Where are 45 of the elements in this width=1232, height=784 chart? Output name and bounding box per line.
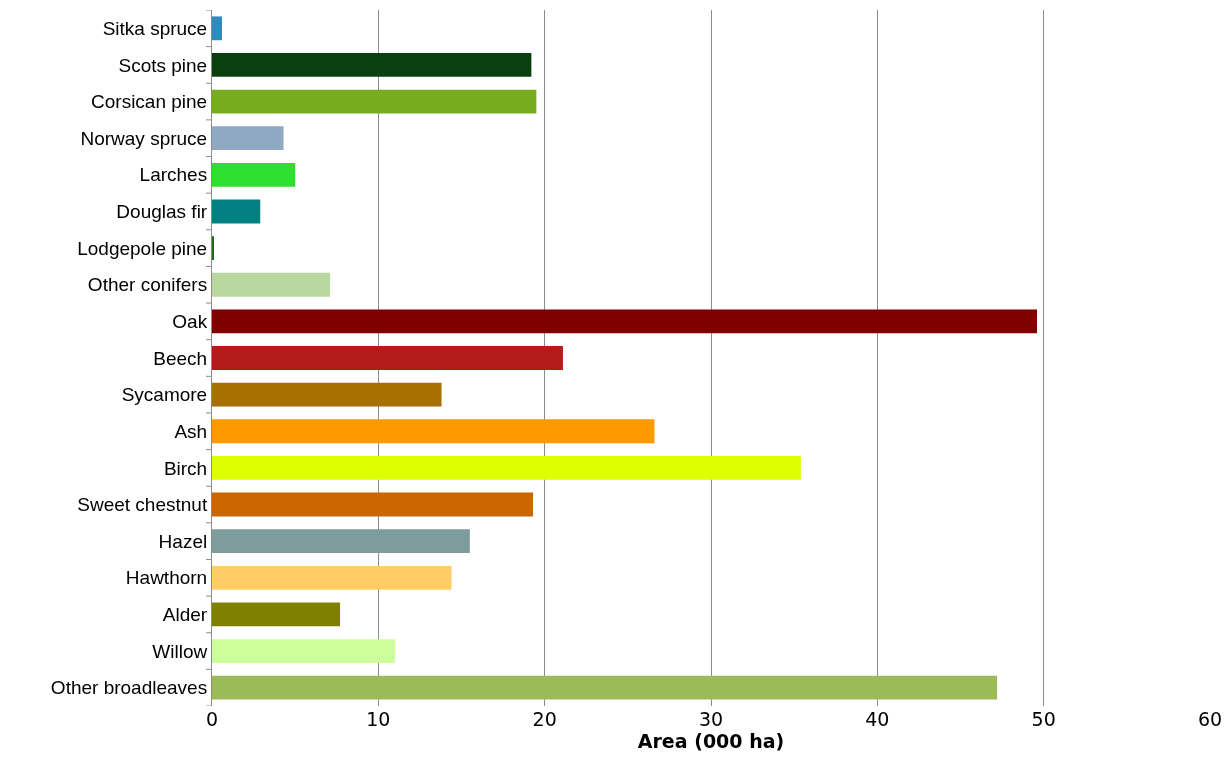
- bar: [212, 16, 222, 41]
- bar: [212, 199, 261, 224]
- y-tick-label: Sycamore: [121, 384, 208, 406]
- x-tick-label: 0: [205, 708, 219, 730]
- y-tick-label: Alder: [162, 604, 208, 626]
- y-tick-label: Corsican pine: [91, 91, 208, 113]
- bar: [212, 89, 537, 114]
- y-tick-label: Other conifers: [87, 274, 208, 296]
- y-tick-label: Oak: [172, 311, 208, 333]
- bar: [212, 309, 1038, 334]
- bar: [212, 382, 442, 407]
- bar: [212, 162, 296, 187]
- bar: [212, 346, 563, 370]
- bar: [212, 639, 395, 663]
- bar: [212, 272, 331, 297]
- y-tick-label: Other broadleaves: [50, 677, 208, 699]
- bar: [212, 455, 801, 480]
- x-axis-title: Area (000 ha): [637, 730, 785, 752]
- y-tick-label: Lodgepole pine: [77, 237, 208, 259]
- y-tick-label: Sitka spruce: [102, 17, 208, 39]
- x-tick-label: 60: [1197, 708, 1223, 730]
- bar: [212, 529, 470, 554]
- y-tick-label: Scots pine: [118, 54, 208, 76]
- bar: [212, 565, 452, 590]
- y-tick-label: Beech: [153, 347, 208, 369]
- bar: [212, 419, 655, 444]
- x-tick-label: 10: [366, 708, 391, 730]
- y-tick-label: Birch: [163, 457, 208, 479]
- x-tick-label: 20: [532, 708, 557, 730]
- y-tick-label: Douglas fir: [116, 201, 208, 223]
- bar: [212, 602, 341, 627]
- y-tick-label: Hawthorn: [125, 567, 208, 589]
- bar: [212, 53, 532, 77]
- y-tick-label: Hazel: [158, 530, 208, 552]
- y-tick-label: Willow: [152, 640, 208, 662]
- y-tick-label: Sweet chestnut: [77, 494, 208, 516]
- x-tick-label: 40: [865, 708, 890, 730]
- bar: [212, 492, 534, 517]
- y-tick-label: Ash: [174, 420, 208, 442]
- bar: [212, 675, 998, 700]
- y-tick-label: Norway spruce: [80, 127, 208, 149]
- x-tick-label: 30: [698, 708, 724, 730]
- bar: [212, 126, 284, 151]
- x-tick-label: 50: [1031, 708, 1056, 730]
- y-tick-label: Larches: [139, 164, 208, 186]
